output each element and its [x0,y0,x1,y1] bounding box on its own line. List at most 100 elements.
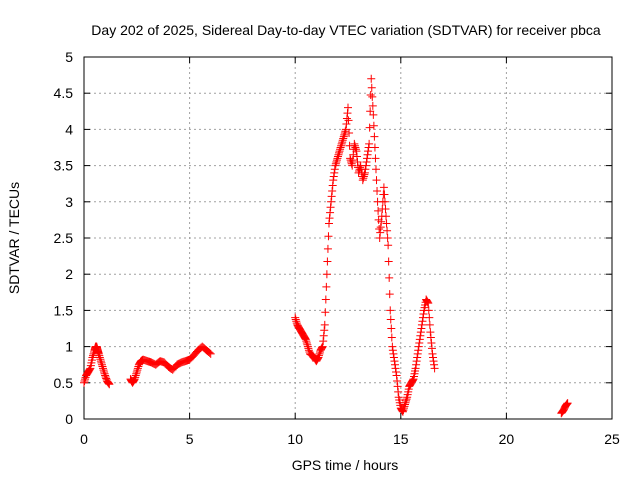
data-point [367,74,376,83]
data-point [314,353,323,362]
y-tick-label: 2 [65,266,73,282]
data-point [360,168,369,177]
data-point [352,147,361,156]
data-point [96,357,105,366]
data-point [363,150,372,159]
data-point [353,157,362,166]
data-point [376,228,385,237]
y-tick-label: 4 [65,121,73,137]
data-point [167,365,176,374]
data-point [319,331,328,340]
data-point [366,107,375,116]
data-point [99,366,108,375]
data-point [338,136,347,145]
data-point [330,165,339,174]
data-point [96,355,105,364]
data-point [563,399,572,408]
data-point [375,224,384,233]
y-tick-label: 5 [65,49,73,65]
data-point [132,369,141,378]
data-point [364,147,373,156]
data-point [327,192,336,201]
y-tick-label: 0 [65,411,73,427]
data-point [413,353,422,362]
data-point [398,407,407,416]
data-point [392,371,401,380]
y-tick-label: 1 [65,339,73,355]
y-tick-label: 1.5 [54,302,74,318]
data-point [424,299,433,308]
data-point [339,134,348,143]
data-point [323,257,332,266]
data-point [204,348,213,357]
data-point [389,353,398,362]
data-point [393,376,402,385]
data-point [360,170,369,179]
data-point [80,378,88,387]
data-point [303,340,312,349]
data-point [393,382,402,391]
data-point [329,176,338,185]
data-point [326,208,335,217]
data-point [320,320,329,329]
data-point [416,331,425,340]
data-point [81,375,90,384]
data-point [130,375,139,384]
x-tick-label: 25 [604,431,620,447]
data-point [376,223,385,232]
data-point [374,206,383,215]
x-axis-title: GPS time / hours [292,457,399,473]
data-point [361,165,370,174]
data-point [414,346,423,355]
data-point [399,404,408,413]
data-point [100,367,109,376]
data-point [291,313,300,322]
data-point [425,320,434,329]
x-tick-labels: 0 5 10 15 20 25 [80,431,620,447]
data-point [329,172,338,181]
data-point [342,114,351,123]
data-point [411,364,420,373]
data-point [382,219,391,228]
data-point [332,157,341,166]
data-point [129,376,138,385]
x-tick-label: 20 [499,431,515,447]
data-point [95,351,104,360]
data-point [176,359,185,368]
data-point [428,349,437,358]
y-tick-label: 3.5 [54,158,74,174]
data-point [205,348,214,357]
data-point [338,138,347,147]
x-tick-label: 10 [287,431,303,447]
data-point [332,156,341,165]
data-point [368,101,377,110]
data-point [317,344,326,353]
data-point [365,123,374,132]
data-point [367,83,376,92]
y-tick-label: 3 [65,194,73,210]
data-point [394,387,403,396]
data-point [323,244,332,253]
y-tick-labels: 0 0.5 1 1.5 2 2.5 3 3.5 4 4.5 5 [54,49,74,427]
grid-lines [84,57,612,419]
data-point [423,298,432,307]
data-point [362,157,371,166]
data-point [324,232,333,241]
data-point [104,379,113,388]
data-point [85,365,94,374]
data-point [402,396,411,405]
data-point [335,148,344,157]
data-point [385,273,394,282]
data-point [326,203,335,212]
data-point [80,376,89,385]
data-point [98,362,107,371]
data-point [426,328,435,337]
data-point [321,295,330,304]
data-point [133,366,142,375]
data-point [333,154,342,163]
y-tick-label: 4.5 [54,85,74,101]
data-point [369,121,378,130]
data-point [105,380,114,389]
data-point [350,141,359,150]
